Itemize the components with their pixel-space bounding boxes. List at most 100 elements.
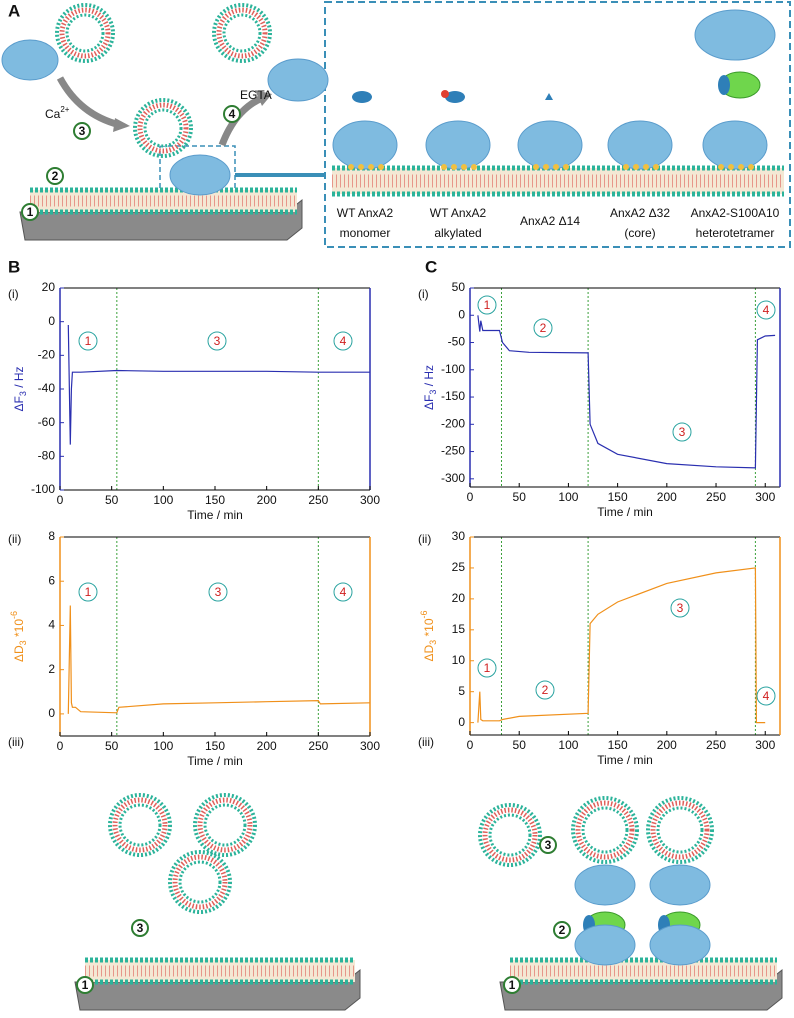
calcium bbox=[533, 164, 539, 170]
annotation-marker bbox=[333, 582, 353, 602]
y-tick-label: 0 bbox=[458, 307, 465, 321]
calcium bbox=[368, 164, 374, 170]
y-tick-label: -50 bbox=[448, 335, 466, 349]
vesicle-inner bbox=[203, 803, 247, 847]
annotation: 1 bbox=[85, 334, 92, 348]
x-axis-label: Time / min bbox=[187, 508, 243, 522]
vesicle bbox=[646, 796, 714, 864]
panel-label: (i) bbox=[8, 287, 19, 301]
panel-label: (ii) bbox=[8, 532, 21, 546]
chelator-label: EGTA bbox=[240, 88, 272, 102]
x-tick-label: 100 bbox=[153, 739, 173, 753]
x-tick-label: 300 bbox=[360, 493, 380, 507]
y-tick-label: 50 bbox=[452, 280, 466, 294]
annotation: 4 bbox=[340, 585, 347, 599]
x-tick-label: 150 bbox=[205, 739, 225, 753]
x-tick-label: 0 bbox=[467, 738, 474, 752]
protein-label: AnxA2 Δ14 bbox=[520, 214, 580, 228]
y-tick-label: 6 bbox=[48, 573, 55, 587]
x-tick-label: 0 bbox=[57, 493, 64, 507]
step-marker bbox=[21, 203, 39, 221]
step-marker bbox=[223, 105, 241, 123]
x-tick-label: 300 bbox=[755, 738, 775, 752]
y-tick-label: -200 bbox=[441, 416, 465, 430]
calcium bbox=[563, 164, 569, 170]
calcium bbox=[358, 164, 364, 170]
x-tick-label: 250 bbox=[308, 739, 328, 753]
calcium bbox=[633, 164, 639, 170]
vesicle bbox=[108, 793, 172, 857]
data-line bbox=[477, 315, 776, 469]
annotation-marker bbox=[672, 422, 692, 442]
vesicle bbox=[55, 3, 115, 63]
annotation-marker bbox=[756, 300, 776, 320]
calcium bbox=[623, 164, 629, 170]
data-line bbox=[477, 567, 766, 724]
y-tick-label: 0 bbox=[48, 314, 55, 328]
protein bbox=[702, 120, 768, 170]
x-tick-label: 50 bbox=[105, 493, 119, 507]
annotation: 4 bbox=[763, 689, 770, 703]
y-tick-label: 2 bbox=[48, 662, 55, 676]
y-label-part: *10 bbox=[422, 618, 436, 640]
vesicle bbox=[168, 850, 232, 914]
step-marker bbox=[553, 921, 571, 939]
step-number: 1 bbox=[82, 978, 89, 992]
y-axis-label: ΔD3 *10-6 bbox=[419, 610, 438, 661]
x-tick-label: 250 bbox=[308, 493, 328, 507]
y-label-part: ΔF bbox=[12, 396, 26, 411]
protein-label: alkylated bbox=[434, 226, 481, 240]
vesicle bbox=[193, 793, 257, 857]
annotation-marker bbox=[533, 318, 553, 338]
x-axis-label: Time / min bbox=[597, 753, 653, 767]
protein bbox=[574, 864, 636, 906]
y-label-part: / Hz bbox=[422, 365, 436, 390]
vesicle-inner bbox=[222, 13, 262, 53]
y-tick-label: -60 bbox=[38, 415, 56, 429]
panel-label: C bbox=[425, 257, 437, 276]
calcium bbox=[738, 164, 744, 170]
x-axis-label: Time / min bbox=[187, 754, 243, 768]
vesicle bbox=[212, 3, 272, 63]
step-number: 1 bbox=[509, 978, 516, 992]
y-label-part: -6 bbox=[419, 610, 429, 618]
protein-label: WT AnxA2 bbox=[430, 206, 487, 220]
x-tick-label: 200 bbox=[257, 739, 277, 753]
protein-label: WT AnxA2 bbox=[337, 206, 394, 220]
vesicle-tail bbox=[197, 797, 253, 853]
annotation-marker bbox=[535, 680, 555, 700]
n-terminus bbox=[352, 91, 372, 103]
step-number: 3 bbox=[79, 124, 86, 138]
step-number: 2 bbox=[52, 169, 59, 183]
protein-label: AnxA2-S100A10 bbox=[691, 206, 780, 220]
vesicle-tail bbox=[575, 800, 635, 860]
step-number: 3 bbox=[545, 838, 552, 852]
y-tick-label: -150 bbox=[441, 389, 465, 403]
calcium bbox=[748, 164, 754, 170]
annotation-marker bbox=[207, 331, 227, 351]
annotation: 4 bbox=[340, 334, 347, 348]
vesicle bbox=[478, 803, 542, 867]
step-marker bbox=[76, 976, 94, 994]
vesicle-inner bbox=[143, 108, 183, 148]
y-label-part: ΔF bbox=[422, 395, 436, 410]
y-tick-label: 20 bbox=[42, 280, 56, 294]
annotation: 2 bbox=[542, 683, 549, 697]
protein bbox=[574, 924, 636, 966]
panel-label: (ii) bbox=[418, 532, 431, 546]
protein bbox=[694, 9, 776, 61]
protein-label: (core) bbox=[624, 226, 655, 240]
protein bbox=[649, 864, 711, 906]
protein-s100-cap bbox=[718, 75, 730, 95]
step-number: 2 bbox=[559, 923, 566, 937]
panel-label: A bbox=[8, 1, 20, 20]
n-terminus bbox=[545, 93, 553, 100]
y-label-part: 3 bbox=[18, 391, 28, 396]
step-marker bbox=[539, 836, 557, 854]
arrow-head bbox=[255, 90, 272, 106]
y-tick-label: 30 bbox=[452, 529, 466, 543]
y-tick-label: -250 bbox=[441, 444, 465, 458]
panel-label: B bbox=[8, 257, 20, 276]
annotation-marker bbox=[477, 658, 497, 678]
y-tick-label: -80 bbox=[38, 449, 56, 463]
